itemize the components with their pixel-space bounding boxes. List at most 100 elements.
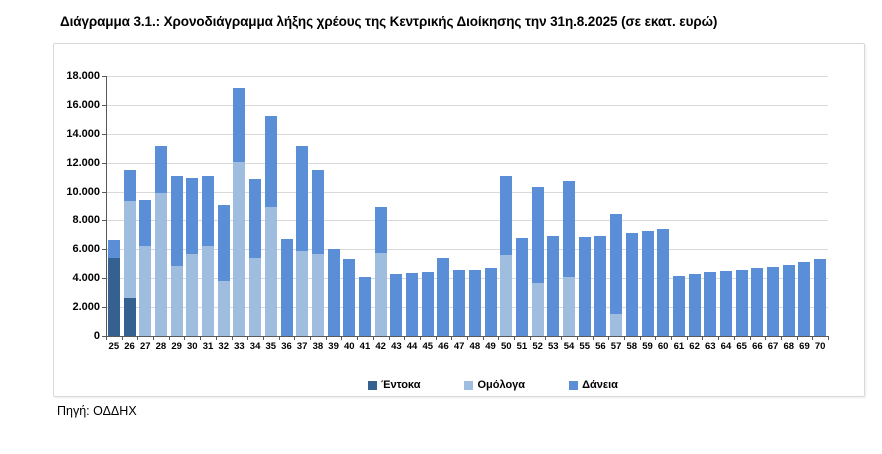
bar-64-daneia: [719, 271, 732, 336]
bar-50-omologa: [500, 255, 513, 336]
legend-label-omologa: Ομόλογα: [477, 379, 526, 391]
y-tick-label: 0: [93, 330, 100, 342]
bar-46-daneia: [437, 258, 450, 336]
bar-44-daneia: [406, 273, 419, 336]
legend-marker-daneia-icon: [569, 380, 579, 390]
x-tick: [545, 336, 547, 340]
bar-31-daneia: [202, 176, 215, 247]
y-axis-line: [106, 76, 107, 336]
legend-label-entoka: Έντοκα: [381, 379, 421, 391]
x-tick-label-65: 65: [736, 341, 747, 352]
bar-67-daneia: [767, 266, 780, 336]
x-tick: [702, 336, 704, 340]
bar-25-entoka: [107, 258, 120, 336]
x-tick: [828, 336, 829, 340]
x-tick-label-40: 40: [343, 341, 355, 352]
y-tick-label: 10.000: [66, 185, 100, 198]
bar-35-omologa: [264, 206, 277, 336]
bar-55-daneia: [578, 237, 591, 336]
bar-25-daneia: [107, 239, 120, 258]
bar-62-daneia: [688, 273, 701, 336]
x-tick: [200, 336, 202, 340]
bar-68-daneia: [782, 264, 795, 336]
y-tick-label: 4.000: [72, 272, 100, 285]
bar-63-daneia: [704, 272, 717, 336]
bar-28-daneia: [154, 146, 167, 193]
bar-32-daneia: [217, 205, 230, 282]
bar-58-daneia: [625, 232, 638, 336]
x-tick: [796, 336, 798, 340]
bar-52-omologa: [531, 282, 544, 336]
bar-54-daneia: [563, 180, 576, 277]
y-tick-label: 2.000: [72, 301, 100, 314]
bar-30-daneia: [186, 177, 199, 254]
x-tick-label-63: 63: [704, 341, 716, 352]
x-tick-label-53: 53: [548, 341, 559, 352]
y-tick-label: 14.000: [66, 127, 100, 140]
bar-26-daneia: [123, 169, 136, 201]
bar-26-omologa: [123, 200, 136, 298]
legend: Έντοκα Ομόλογα Δάνεια: [88, 378, 882, 392]
x-tick-label-41: 41: [359, 341, 371, 352]
x-tick-label-47: 47: [453, 341, 465, 352]
bar-42-omologa: [374, 252, 387, 336]
bar-38-daneia: [311, 169, 324, 255]
x-tick: [608, 336, 610, 340]
bar-57-omologa: [610, 313, 623, 336]
x-tick: [435, 336, 437, 340]
gridline: [106, 307, 828, 309]
bar-65-daneia: [735, 269, 748, 336]
x-tick-label-26: 26: [124, 341, 135, 352]
bar-29-omologa: [170, 265, 183, 336]
bar-42-daneia: [374, 207, 387, 253]
bar-33-omologa: [233, 161, 246, 336]
x-tick: [733, 336, 735, 340]
x-tick-label-44: 44: [406, 341, 418, 352]
x-tick-label-35: 35: [265, 341, 277, 352]
x-tick: [294, 336, 296, 340]
x-tick-label-49: 49: [485, 341, 496, 352]
source-note: Πηγή: ΟΔΔΗΧ: [57, 404, 137, 418]
y-tick: [102, 220, 106, 222]
bar-54-omologa: [563, 276, 576, 336]
bar-27-daneia: [139, 200, 152, 247]
chart-title: Διάγραμμα 3.1.: Χρονοδιάγραμμα λήξης χρέ…: [60, 14, 718, 29]
y-tick: [102, 133, 106, 135]
bar-39-daneia: [327, 249, 340, 336]
x-tick: [404, 336, 406, 340]
bar-51-daneia: [515, 237, 528, 336]
y-tick: [102, 191, 106, 193]
bar-29-daneia: [170, 175, 183, 266]
y-tick: [102, 278, 106, 280]
bar-28-omologa: [154, 193, 167, 336]
x-tick-label-28: 28: [155, 341, 167, 352]
x-tick-label-36: 36: [281, 341, 292, 352]
legend-item-entoka: Έντοκα: [368, 379, 420, 391]
x-tick-label-43: 43: [391, 341, 402, 352]
x-tick: [765, 336, 767, 340]
y-tick-label: 16.000: [66, 98, 100, 111]
x-tick-label-69: 69: [799, 341, 810, 352]
bar-34-omologa: [249, 258, 262, 336]
x-tick-label-62: 62: [689, 341, 700, 352]
x-tick-label-30: 30: [187, 341, 198, 352]
y-tick-label: 12.000: [66, 156, 100, 169]
bar-40-daneia: [343, 258, 356, 336]
x-tick-label-29: 29: [171, 341, 182, 352]
y-tick: [102, 162, 106, 164]
bar-26-entoka: [123, 297, 136, 336]
x-tick: [388, 336, 390, 340]
x-tick-label-58: 58: [626, 341, 638, 352]
bar-60-daneia: [657, 229, 670, 336]
x-tick-label-51: 51: [516, 341, 528, 352]
bar-70-daneia: [814, 258, 827, 336]
x-tick-label-50: 50: [500, 341, 512, 352]
x-tick-label-34: 34: [249, 341, 261, 352]
bar-50-daneia: [500, 176, 513, 256]
x-tick-label-54: 54: [563, 341, 575, 352]
bar-30-omologa: [186, 253, 199, 336]
gridline: [106, 76, 828, 77]
x-tick-label-52: 52: [532, 341, 543, 352]
bar-27-omologa: [139, 246, 152, 336]
y-tick: [102, 104, 106, 106]
